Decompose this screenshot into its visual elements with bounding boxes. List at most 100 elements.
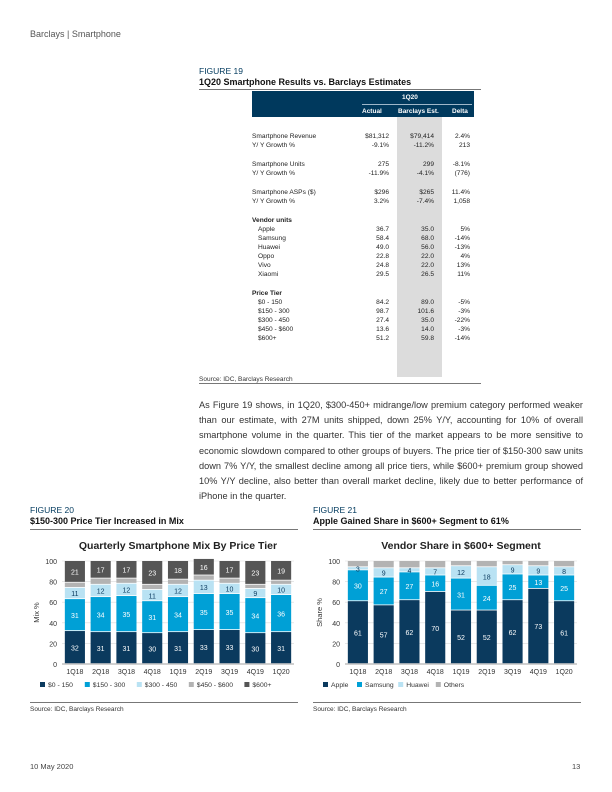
- chart-title: Vendor Share in $600+ Segment: [381, 540, 541, 552]
- data-label: 31: [71, 613, 79, 620]
- data-label: 12: [123, 588, 131, 595]
- row-est-value: 56.0: [421, 244, 434, 251]
- bar-others: [554, 561, 575, 567]
- bar-apple: [554, 601, 575, 664]
- bar--150-300: [64, 599, 85, 631]
- figure19-title: 1Q20 Smartphone Results vs. Barclays Est…: [199, 77, 412, 87]
- body-paragraph: As Figure 19 shows, in 1Q20, $300-450+ m…: [199, 400, 583, 502]
- data-label: 9: [511, 568, 515, 575]
- bar-samsung: [347, 570, 368, 601]
- data-label: 31: [174, 646, 182, 653]
- figure20-rule: [30, 529, 298, 530]
- bar--0-150: [142, 633, 163, 664]
- bar-apple: [450, 610, 472, 664]
- row-delta-value: -5%: [458, 299, 470, 306]
- data-label: 31: [148, 615, 156, 622]
- data-label: 19: [277, 569, 285, 576]
- figure21-source: Source: IDC, Barclays Research: [313, 706, 407, 713]
- legend-entry: $600+: [252, 682, 271, 689]
- chart-title: Quarterly Smartphone Mix By Price Tier: [79, 540, 277, 552]
- bar--450-600: [271, 580, 292, 584]
- x-tick-label: 4Q18: [427, 669, 444, 676]
- row-actual-value: 49.0: [376, 244, 389, 251]
- legend-swatch: [323, 682, 328, 687]
- bar--150-300: [167, 597, 189, 632]
- table-row: Huawei 49.0 56.0 -13%: [252, 243, 474, 252]
- x-tick-label: 3Q19: [221, 669, 238, 676]
- row-actual-value: 58.4: [376, 235, 389, 242]
- row-actual-value: 84.2: [376, 299, 389, 306]
- bar--300-450: [64, 587, 85, 599]
- row-delta-value: 13%: [456, 262, 470, 269]
- x-tick-label: 4Q18: [144, 669, 161, 676]
- legend-entry: $150 - 300: [93, 682, 126, 689]
- row-est-value: $79,414: [410, 133, 434, 140]
- data-label: 12: [174, 589, 182, 596]
- bar--600-: [193, 558, 214, 575]
- row-label: Smartphone ASPs ($): [252, 189, 316, 196]
- row-actual-value: $81,312: [365, 133, 389, 140]
- bar-huawei: [373, 568, 394, 577]
- data-label: 34: [251, 613, 259, 620]
- bar--600-: [245, 561, 266, 584]
- legend-entry: Samsung: [365, 682, 394, 689]
- row-actual-value: 27.4: [376, 317, 389, 324]
- data-label: 32: [71, 645, 79, 652]
- footer-date: 10 May 2020: [30, 762, 74, 771]
- data-label: 61: [354, 630, 362, 637]
- data-label: 73: [534, 624, 542, 631]
- row-delta-value: -14%: [454, 335, 470, 342]
- bar--450-600: [142, 584, 163, 590]
- bar-apple: [502, 600, 523, 664]
- table-row: Smartphone ASPs ($) $296 $265 11.4%: [252, 188, 474, 197]
- x-tick-label: 4Q19: [530, 669, 547, 676]
- bar-others: [399, 561, 420, 568]
- bar--300-450: [193, 580, 214, 594]
- data-label: 25: [560, 586, 568, 593]
- bar-apple: [347, 601, 368, 664]
- row-label: Y/ Y Growth %: [252, 198, 296, 205]
- row-delta-value: 11.4%: [451, 189, 470, 196]
- row-label: Xiaomi: [258, 271, 279, 278]
- bar--150-300: [116, 596, 137, 632]
- bar--450-600: [219, 578, 240, 583]
- x-tick-label: 2Q19: [195, 669, 212, 676]
- bar-others: [347, 561, 368, 567]
- data-label: 25: [509, 585, 517, 592]
- table-row: Y/ Y Growth % -11.9% -4.1% (776): [252, 169, 474, 178]
- data-label: 52: [457, 635, 465, 642]
- row-delta-value: -3%: [458, 326, 470, 333]
- y-axis-label: Mix %: [32, 602, 41, 623]
- legend-swatch: [398, 682, 404, 687]
- y-tick-label: 40: [332, 621, 340, 628]
- table-row: Smartphone Units 275 299 -8.1%: [252, 160, 474, 169]
- bar--0-150: [193, 630, 214, 664]
- legend-entry: Huawei: [406, 682, 429, 689]
- bar--600-: [116, 561, 137, 578]
- legend-entry: Others: [444, 682, 465, 689]
- row-delta-value: 11%: [457, 271, 470, 278]
- row-est-value: 68.0: [421, 235, 434, 242]
- row-label: Y/ Y Growth %: [252, 170, 296, 177]
- bar--300-450: [271, 584, 292, 595]
- data-label: 33: [200, 645, 208, 652]
- data-label: 7: [433, 570, 437, 577]
- figure19-label: FIGURE 19: [199, 66, 243, 76]
- row-est-value: 89.0: [421, 299, 434, 306]
- table-row: $0 - 150 84.2 89.0 -5%: [252, 298, 474, 307]
- bar-huawei: [502, 565, 523, 574]
- row-actual-value: 275: [377, 161, 389, 168]
- bar--300-450: [167, 584, 189, 597]
- data-label: 35: [200, 610, 208, 617]
- data-label: 31: [97, 646, 105, 653]
- bar-huawei: [425, 568, 446, 575]
- row-est-value: 22.0: [421, 262, 434, 269]
- bar--0-150: [64, 631, 85, 664]
- row-label: $0 - 150: [258, 299, 283, 306]
- bar-others: [373, 561, 394, 568]
- row-actual-value: $296: [374, 189, 389, 196]
- row-label: Huawei: [258, 244, 280, 251]
- table-row: Xiaomi 29.5 26.5 11%: [252, 270, 474, 279]
- legend-swatch: [84, 682, 90, 687]
- row-delta-value: -13%: [454, 244, 470, 251]
